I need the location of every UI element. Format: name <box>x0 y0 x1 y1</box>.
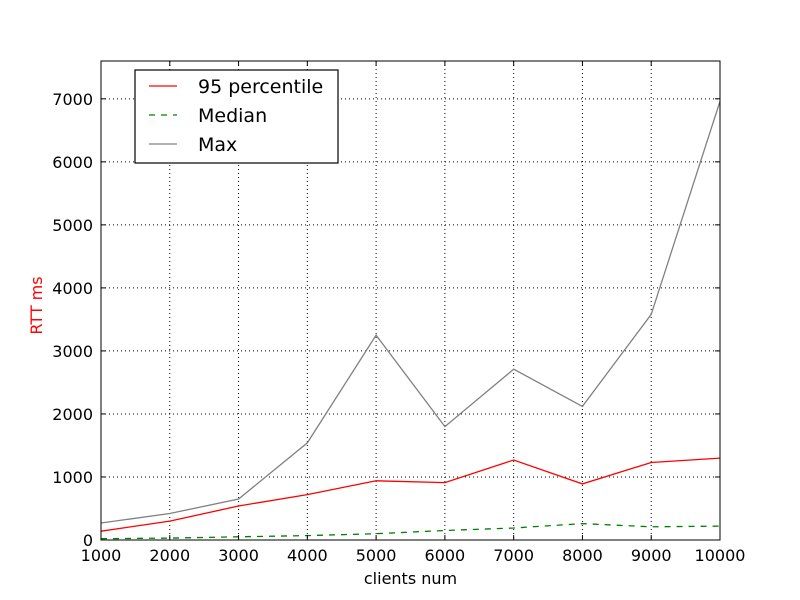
series-line <box>100 101 721 524</box>
x-tick-label: 9000 <box>631 546 672 565</box>
y-tick-label: 5000 <box>52 216 93 235</box>
legend: 95 percentile Median Max <box>134 69 339 164</box>
y-tick-label: 2000 <box>52 405 93 424</box>
y-tick-label: 6000 <box>52 153 93 172</box>
x-tick-label: 10000 <box>695 546 746 565</box>
y-tick-label: 4000 <box>52 279 93 298</box>
series-line <box>100 457 721 532</box>
legend-label: 95 percentile <box>198 76 323 98</box>
x-tick-label: 4000 <box>287 546 328 565</box>
x-tick-labels: 1000 2000 3000 4000 5000 6000 7000 8000 9000 1000… <box>81 546 746 565</box>
y-tick-label: 3000 <box>52 342 93 361</box>
axis-ticks <box>100 61 721 541</box>
x-axis-label: clients num <box>364 569 457 588</box>
x-tick-label: 2000 <box>149 546 190 565</box>
plot-frame <box>100 60 721 541</box>
series-line <box>100 522 721 540</box>
y-tick-label: 0 <box>83 531 93 550</box>
y-axis-label: RTT ms <box>27 276 46 334</box>
series-lines <box>100 101 721 540</box>
x-tick-label: 8000 <box>562 546 603 565</box>
x-tick-label: 6000 <box>425 546 466 565</box>
legend-label: Median <box>198 105 267 127</box>
y-tick-label: 1000 <box>52 468 93 487</box>
legend-label: Max <box>198 134 237 156</box>
x-tick-label: 1000 <box>81 546 122 565</box>
x-tick-label: 3000 <box>218 546 259 565</box>
x-tick-label: 7000 <box>493 546 534 565</box>
y-tick-labels: 0 1000 2000 3000 4000 5000 6000 7000 <box>52 90 93 550</box>
x-tick-label: 5000 <box>356 546 397 565</box>
y-tick-label: 7000 <box>52 90 93 109</box>
